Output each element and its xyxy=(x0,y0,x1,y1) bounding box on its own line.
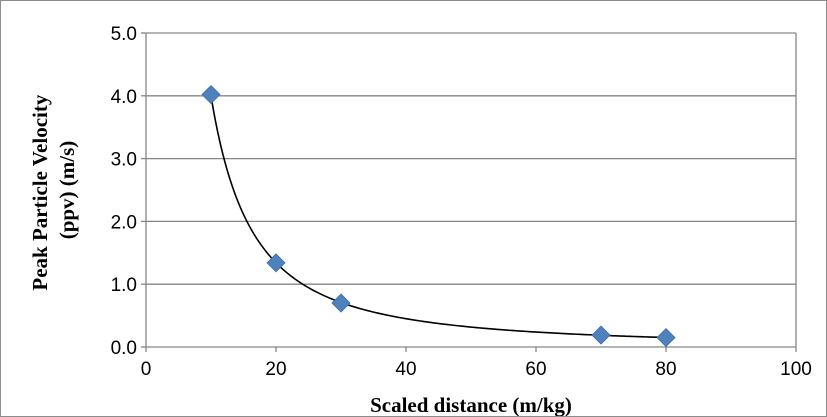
trendline-group xyxy=(210,95,667,339)
x-tick-label: 60 xyxy=(525,359,546,380)
data-points xyxy=(201,84,676,348)
y-axis-title-line-1: Peak Particle Velocity xyxy=(28,94,52,290)
x-axis-title: Scaled distance (m/kg) xyxy=(370,393,572,416)
x-tick-label: 80 xyxy=(655,359,676,380)
y-tick-label: 1.0 xyxy=(111,275,137,296)
y-axis-title-line-2: (ppv) (m/s) xyxy=(55,141,79,240)
x-tick-label: 100 xyxy=(780,359,812,380)
data-point xyxy=(331,293,351,313)
y-tick-label: 4.0 xyxy=(111,87,137,108)
x-tick-label: 20 xyxy=(265,359,286,380)
trendline xyxy=(210,95,667,339)
gridlines xyxy=(146,32,796,285)
data-point xyxy=(266,253,286,273)
axes xyxy=(141,32,797,352)
data-point xyxy=(656,328,676,348)
x-tick-label: 40 xyxy=(395,359,416,380)
y-tick-label: 0.0 xyxy=(111,338,137,359)
y-tick-label: 3.0 xyxy=(111,150,137,171)
y-tick-label: 5.0 xyxy=(111,24,137,45)
y-axis-title: Peak Particle Velocity (ppv) (m/s) xyxy=(28,89,79,290)
tick-labels: 0.0 1.0 2.0 3.0 4.0 5.0 0 20 40 60 80 100 xyxy=(111,24,812,380)
data-point xyxy=(201,84,221,105)
data-point xyxy=(591,325,611,345)
x-tick-label: 0 xyxy=(141,359,152,380)
y-tick-label: 2.0 xyxy=(111,212,137,233)
